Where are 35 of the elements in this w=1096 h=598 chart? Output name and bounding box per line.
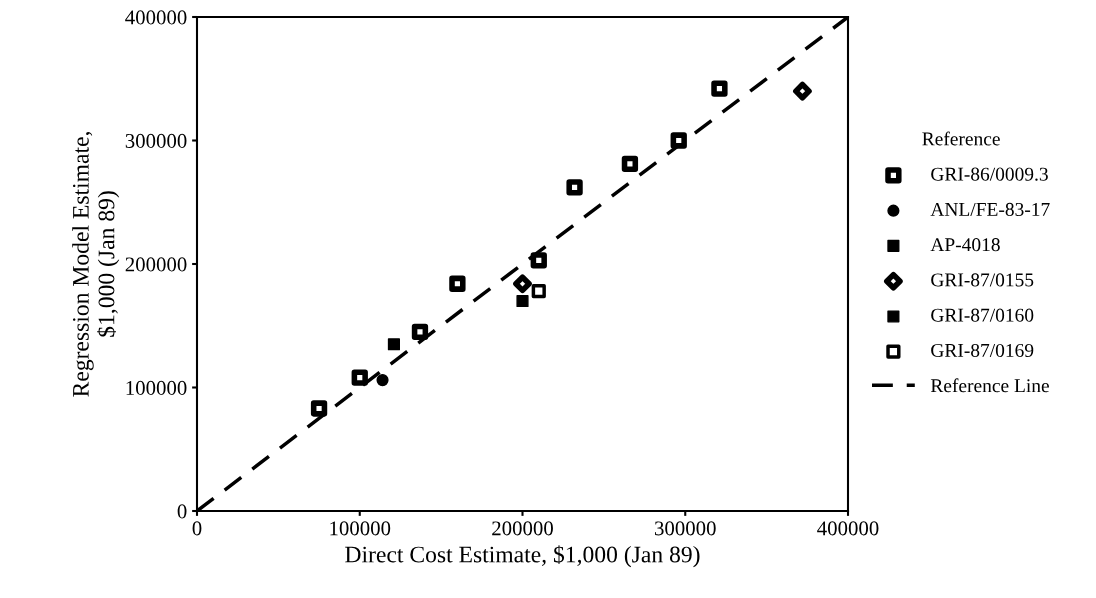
point [670,132,687,149]
point [351,369,368,386]
legend-label: GRI-87/0169 [931,343,1034,357]
y-tick-label: 400000 [125,10,187,25]
legend-title: Reference [922,131,1000,146]
x-tick-label: 100000 [330,521,391,536]
x-axis-title: Direct Cost Estimate, $1,000 (Jan 89) [345,545,700,568]
x-tick-label: 400000 [817,521,879,536]
point [411,323,429,341]
y-tick-label: 200000 [125,257,187,272]
point [376,374,389,387]
point [530,252,547,269]
point [516,294,529,308]
y-tick-label: 100000 [126,380,187,395]
x-tick-label: 200000 [492,521,553,536]
point [621,155,639,173]
y-axis-title: Regression Model Estimate, $1,000 (Jan 89) [72,132,120,397]
point [793,81,812,101]
legend-label: Reference Line [930,378,1049,393]
point [449,275,466,292]
point [531,284,546,299]
legend-label: GRI-87/0155 [931,273,1034,287]
point [566,179,583,196]
legend-label: GRI-87/0160 [931,308,1034,322]
point [387,338,401,351]
x-tick-label: 0 [192,521,202,536]
point [513,274,532,294]
y-tick-label: 300000 [125,133,187,148]
legend-label: GRI-86/0009.3 [931,167,1048,181]
point [310,400,328,417]
y-tick-label: 0 [177,504,187,519]
x-tick-label: 300000 [655,521,716,536]
point [711,80,728,97]
legend-label: AP-4018 [930,238,1000,252]
legend-label: ANL/FE-83-17 [930,202,1050,216]
